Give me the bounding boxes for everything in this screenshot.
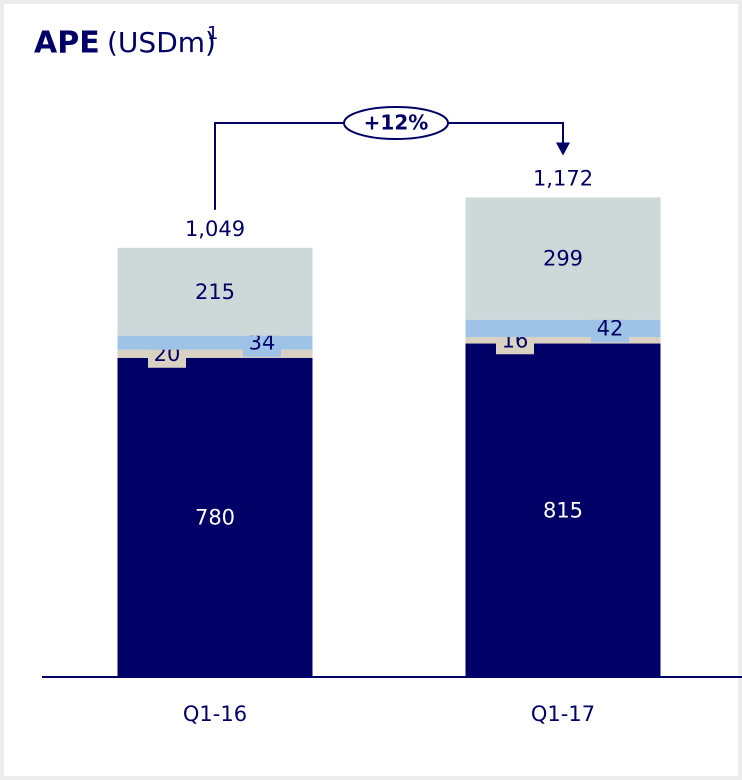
chart-subtitle: (USDm) xyxy=(107,26,216,59)
total-label: 1,049 xyxy=(185,217,245,241)
x-tick-label: Q1-16 xyxy=(183,702,247,726)
chart-title: APE xyxy=(34,26,100,61)
bar-segment xyxy=(117,335,313,350)
bar-segment xyxy=(465,197,661,320)
bar-segment xyxy=(465,319,661,337)
value-label: 780 xyxy=(195,505,235,529)
footnote-marker: 1 xyxy=(207,23,218,44)
bar-segment xyxy=(117,247,313,336)
bar-segment xyxy=(465,343,661,677)
value-label: 299 xyxy=(543,247,583,271)
bar-segment xyxy=(117,357,313,677)
value-label: 815 xyxy=(543,498,583,522)
annotation: +12% xyxy=(364,111,429,135)
value-label: 215 xyxy=(195,280,235,304)
arrow-head xyxy=(556,142,570,156)
bar-segment xyxy=(465,336,661,344)
x-tick-label: Q1-17 xyxy=(531,702,595,726)
bar-segment xyxy=(117,349,313,358)
annotation-box xyxy=(343,106,449,140)
value-label: 42 xyxy=(597,316,624,340)
total-label: 1,172 xyxy=(533,166,593,190)
